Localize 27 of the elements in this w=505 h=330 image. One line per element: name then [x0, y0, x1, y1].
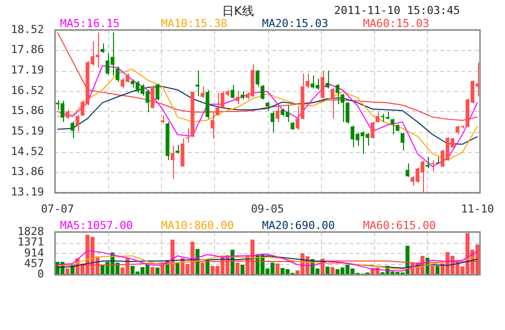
- y-tick-label: 17.86: [10, 43, 44, 56]
- y-tick-label: 457: [24, 256, 44, 270]
- y-tick-label: 15.19: [10, 124, 44, 138]
- y-tick-label: 914: [24, 246, 44, 260]
- text: MA60:15.03: [363, 17, 430, 30]
- x-tick-label: 09-05: [250, 202, 284, 216]
- text: MA5:16.15: [60, 17, 121, 30]
- y-tick-label: 17.19: [10, 63, 44, 76]
- chart-subtitle: 2011-11-10 15:03:45: [334, 4, 460, 17]
- text: MA10:860.00: [161, 219, 235, 232]
- text: MA20:690.00: [262, 219, 336, 232]
- x-tick-label: 11-10: [460, 202, 494, 216]
- y-tick-label: 0: [37, 268, 44, 281]
- chart-title: 日K线: [222, 3, 254, 18]
- text: MA10:15.38: [161, 17, 228, 30]
- y-tick-label: 16.52: [10, 84, 44, 97]
- x-tick-label: 07-07: [40, 202, 74, 216]
- y-tick-label: 1828: [18, 224, 44, 238]
- text: MA20:15.03: [262, 17, 330, 30]
- text: MA60:615.00: [363, 219, 437, 232]
- y-tick-label: 13.19: [10, 186, 44, 199]
- y-tick-label: 14.52: [10, 145, 44, 158]
- y-tick-label: 1371: [18, 236, 44, 249]
- y-tick-label: 18.52: [10, 22, 44, 36]
- text: MA5:1057.00: [60, 219, 134, 232]
- y-tick-label: 15.86: [10, 104, 44, 118]
- y-tick-label: 13.86: [10, 165, 44, 178]
